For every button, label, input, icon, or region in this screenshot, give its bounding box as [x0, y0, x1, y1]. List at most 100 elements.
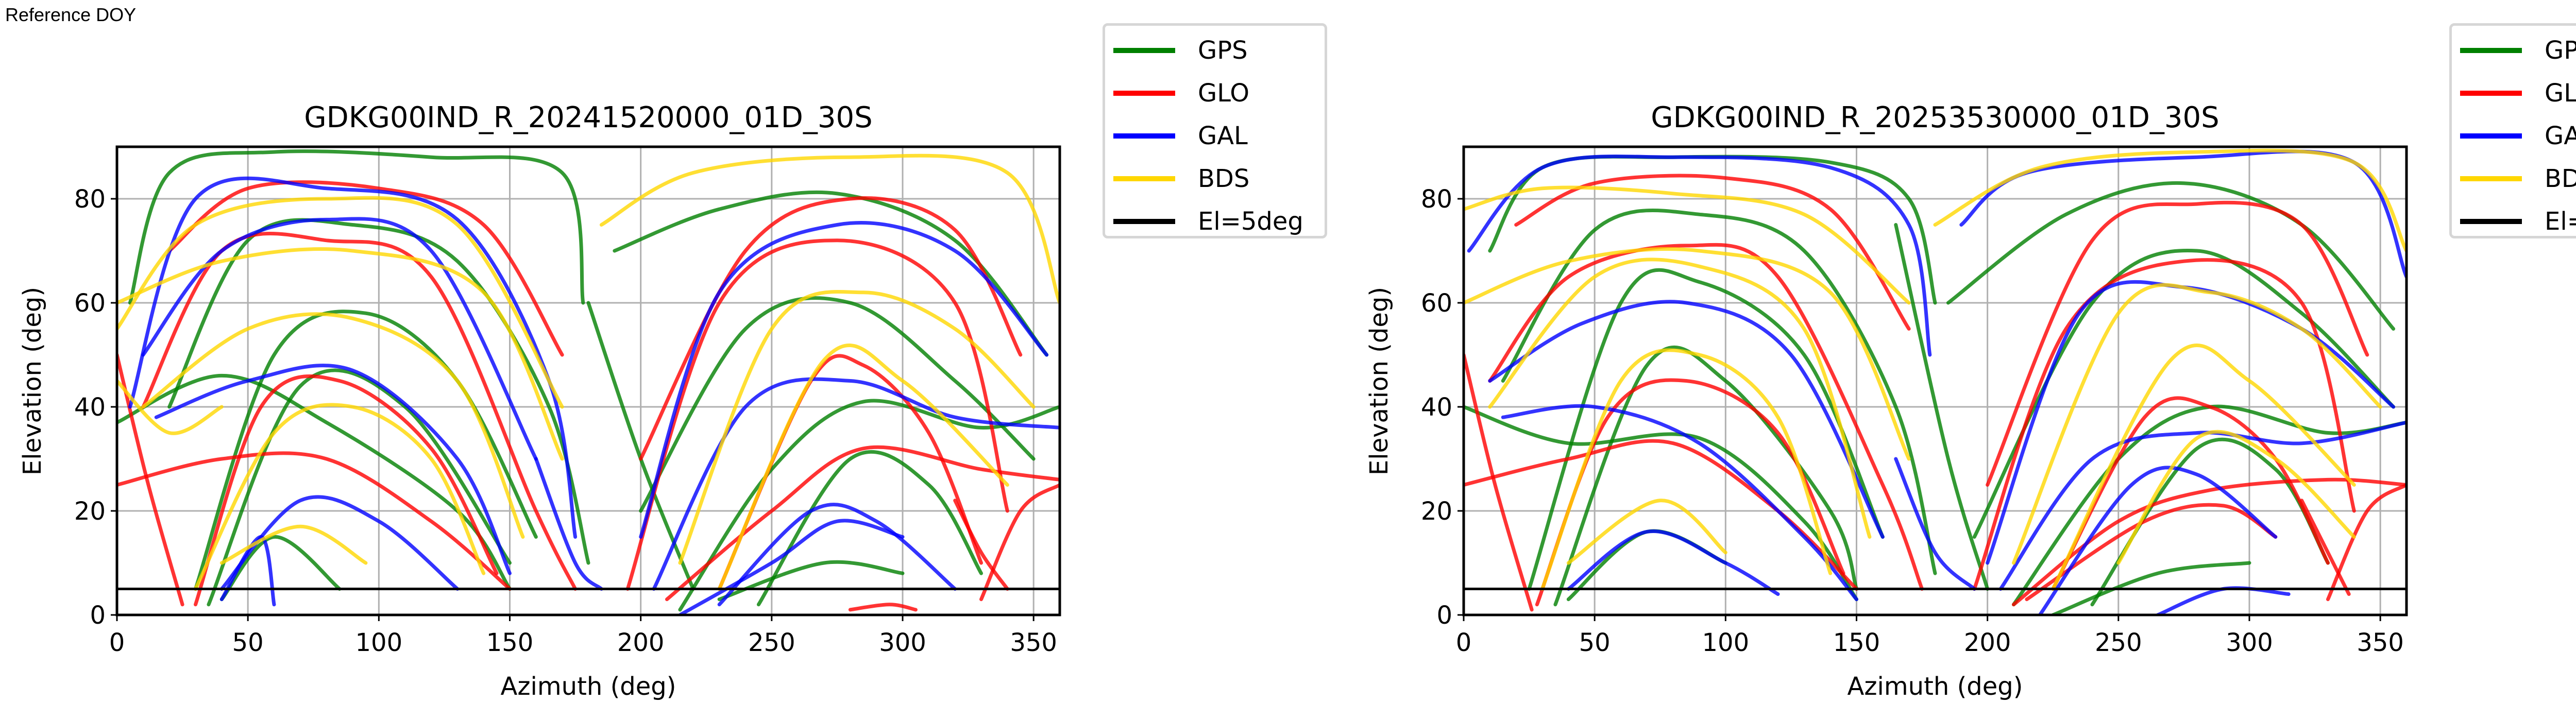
legend-label: GAL	[2545, 122, 2576, 150]
satellite-track-gal	[1894, 457, 1976, 591]
legend-label: El=5deg	[2545, 207, 2576, 236]
x-tick-label: 350	[2357, 628, 2404, 657]
y-tick-label: 40	[1421, 393, 1452, 422]
y-axis-label: Elevation (deg)	[1365, 286, 1394, 476]
legend: GPS GLO GAL BDS El=5deg	[2449, 23, 2576, 238]
satellite-track-bds	[1464, 185, 1911, 305]
x-tick-label: 250	[2095, 628, 2142, 657]
satellite-track-gal	[128, 176, 578, 539]
satellite-track-gps	[2090, 437, 2330, 607]
x-tick-label: 250	[748, 628, 795, 657]
legend-swatch	[1113, 176, 1175, 181]
satellite-track-bds	[141, 312, 525, 539]
satellite-track-gal	[1488, 300, 1885, 539]
satellite-track-gps	[128, 149, 585, 305]
satellite-track-gal	[219, 535, 276, 607]
satellite-track-glo	[639, 196, 1023, 461]
satellite-track-gps	[613, 190, 1049, 357]
satellite-track-gps	[1464, 405, 1858, 602]
y-tick-label: 20	[1421, 497, 1452, 526]
satellite-track-bds	[117, 379, 224, 435]
x-tick-label: 200	[617, 628, 665, 657]
legend-label: BDS	[1198, 164, 1250, 193]
satellite-track-bds	[717, 344, 1009, 591]
axes-frame	[115, 145, 1061, 616]
satellite-track-gps	[1946, 181, 2396, 331]
satellite-track-gps	[678, 399, 1060, 612]
x-tick-label: 0	[1456, 628, 1472, 657]
satellite-track-gal	[639, 221, 1049, 539]
satellite-track-glo	[979, 483, 1060, 602]
satellite-track-glo	[1972, 258, 2356, 591]
y-tick-label: 60	[1421, 289, 1452, 318]
satellite-track-gps	[1527, 268, 1885, 591]
satellite-track-gps	[1894, 223, 1990, 591]
axes-frame	[1462, 145, 2408, 616]
satellite-track-gal	[1467, 155, 1932, 357]
satellite-track-glo	[717, 354, 983, 591]
satellite-track-gal	[219, 495, 460, 591]
satellite-track-gps	[2012, 404, 2406, 607]
satellite-track-glo	[2051, 396, 2330, 591]
satellite-track-bds	[117, 196, 564, 409]
chart-title: GDKG00IND_R_20253530000_01D_30S	[1651, 101, 2219, 134]
satellite-track-gal	[717, 503, 957, 607]
skyplot-chart-2: GDKG00IND_R_20253530000_01D_30S 0 50 100 15…	[1347, 0, 2576, 720]
y-tick-label: 40	[74, 393, 106, 422]
satellite-track-glo	[2300, 499, 2351, 596]
x-tick-label: 150	[486, 628, 534, 657]
satellite-track-gps	[207, 368, 512, 607]
legend-swatch	[2460, 219, 2522, 224]
satellite-track-glo	[141, 232, 578, 591]
satellite-track-glo	[117, 353, 184, 607]
satellite-track-glo	[625, 238, 1009, 591]
satellite-track-glo	[953, 499, 1009, 591]
x-tick-label: 100	[355, 628, 403, 657]
satellite-track-gal	[678, 519, 905, 615]
plot-area: 0 50 100 150 200 250 300 350 0 20 40 60 80	[74, 145, 1061, 657]
satellite-track-gps	[1553, 346, 1858, 607]
satellite-track-gal	[141, 217, 538, 461]
satellite-track-glo	[167, 180, 564, 357]
y-tick-label: 80	[74, 185, 106, 214]
satellite-track-glo	[194, 374, 499, 607]
legend-swatch	[2460, 133, 2522, 139]
satellite-track-glo	[2012, 477, 2406, 607]
satellite-track-bds	[219, 524, 368, 565]
satellite-track-gal	[1998, 420, 2406, 591]
legend-swatch	[2460, 48, 2522, 53]
satellite-track-gal	[1501, 404, 1858, 602]
y-tick-label: 60	[74, 289, 106, 318]
x-axis-label: Azimuth (deg)	[500, 672, 676, 701]
x-tick-label: 350	[1010, 628, 1057, 657]
satellite-track-glo	[1535, 378, 1845, 607]
satellite-track-bds	[2012, 283, 2382, 565]
satellite-track-bds	[1488, 258, 1872, 539]
x-tick-label: 0	[109, 628, 125, 657]
skyplot-chart-1: GDKG00IND_R_20241520000_01D_30S 0 50 100 15…	[18, 23, 1327, 701]
legend-swatch	[1113, 219, 1175, 224]
satellite-track-bds	[2116, 430, 2356, 565]
satellite-track-gal	[534, 457, 603, 591]
satellite-track-glo	[665, 445, 1060, 602]
satellite-track-glo	[1464, 439, 1858, 591]
legend-swatch	[1113, 91, 1175, 96]
satellite-track-gps	[639, 296, 1036, 513]
legend-swatch	[1113, 133, 1175, 139]
legend-label: GAL	[1198, 122, 1248, 150]
satellite-track-bds	[1933, 148, 2406, 253]
satellite-track-bds	[194, 403, 486, 591]
satellite-track-gps	[756, 450, 983, 607]
x-tick-label: 300	[2226, 628, 2273, 657]
satellite-track-bds	[1540, 348, 1833, 591]
y-tick-label: 0	[90, 601, 106, 630]
legend-label: BDS	[2545, 164, 2576, 193]
satellite-track-gps	[194, 310, 538, 591]
satellite-track-glo	[1514, 174, 1911, 331]
satellite-track-gps	[167, 218, 590, 565]
satellite-track-gal	[1566, 529, 1780, 596]
x-tick-label: 300	[879, 628, 926, 657]
satellite-track-glo	[1986, 200, 2369, 487]
satellite-track-glo	[2025, 503, 2278, 602]
satellite-track-glo	[1488, 243, 1924, 591]
